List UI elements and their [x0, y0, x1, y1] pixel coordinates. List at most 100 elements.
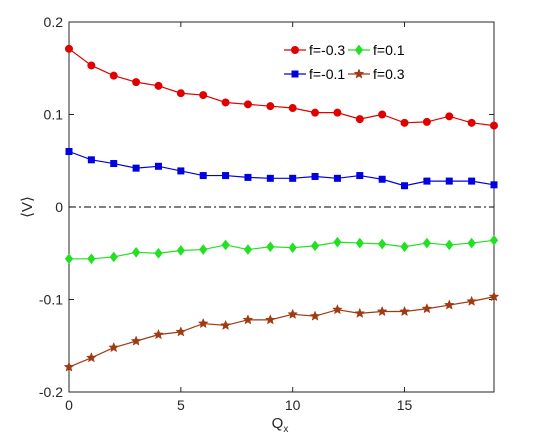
series-f-0p3	[65, 44, 498, 130]
data-point	[378, 238, 387, 250]
data-point	[443, 299, 455, 310]
data-point	[422, 237, 432, 249]
data-point	[222, 172, 230, 180]
data-point	[421, 303, 433, 314]
data-point	[197, 317, 209, 329]
data-point	[488, 291, 500, 302]
data-point	[445, 112, 454, 121]
data-point	[130, 335, 142, 346]
data-point	[399, 305, 410, 317]
data-point	[199, 91, 208, 100]
data-point	[220, 319, 231, 330]
data-point	[489, 234, 499, 246]
data-point	[176, 89, 185, 98]
data-point	[355, 237, 364, 249]
data-point	[264, 314, 276, 325]
x-tick-label: 15	[397, 397, 413, 413]
data-point	[87, 156, 95, 164]
data-point	[354, 307, 366, 318]
y-axis-label: ⟨V⟩	[19, 196, 36, 218]
x-tick-label: 10	[285, 397, 301, 413]
series-line	[68, 48, 495, 127]
data-point	[85, 352, 97, 363]
legend-marker	[354, 44, 364, 56]
data-point	[289, 174, 297, 182]
data-point	[221, 98, 230, 107]
data-point	[65, 148, 73, 155]
series-line	[68, 150, 495, 187]
data-point	[445, 239, 454, 251]
data-point	[311, 172, 319, 180]
data-point	[153, 328, 164, 340]
series-f0p3	[63, 291, 500, 372]
legend-label: f=0.1	[373, 42, 405, 58]
axes: 0 5 10 15 -0.2 -0.1 0 0.1 0.2	[39, 14, 495, 413]
data-point	[64, 253, 74, 265]
x-axis-label-main: Q	[272, 415, 284, 432]
data-point	[266, 174, 274, 182]
data-point	[108, 341, 120, 353]
data-point	[87, 253, 96, 265]
data-point	[176, 245, 185, 256]
data-point	[490, 121, 498, 130]
data-point	[333, 236, 342, 248]
data-point	[154, 247, 163, 259]
data-point	[244, 173, 252, 181]
data-point	[423, 177, 431, 185]
data-point	[332, 304, 343, 315]
data-point	[288, 104, 297, 113]
data-point	[287, 308, 299, 319]
data-point	[445, 177, 453, 185]
data-point	[132, 78, 141, 87]
data-point	[110, 160, 118, 168]
data-point	[378, 175, 386, 183]
data-point	[333, 108, 342, 117]
legend-item: f=-0.3	[284, 42, 345, 58]
data-point	[490, 181, 498, 189]
legend-item: f=0.3	[348, 66, 405, 82]
data-point	[243, 100, 252, 109]
legend-label: f=-0.1	[309, 66, 345, 82]
data-point	[333, 174, 341, 182]
data-point	[466, 295, 478, 306]
data-point	[221, 239, 230, 251]
series-f0p1	[64, 234, 499, 265]
legend-label: f=-0.3	[309, 42, 345, 58]
x-axis-label-sub: x	[283, 424, 288, 435]
data-point	[199, 172, 207, 180]
data-point	[131, 247, 141, 258]
data-point	[266, 241, 275, 253]
data-point	[175, 326, 187, 337]
data-point	[378, 110, 387, 119]
data-point	[376, 305, 388, 317]
data-point	[199, 244, 208, 255]
data-point	[356, 172, 364, 180]
data-point	[63, 361, 75, 372]
data-point	[65, 44, 73, 53]
data-point	[400, 241, 409, 253]
y-tick-label: 0.2	[44, 14, 64, 30]
data-point	[242, 314, 254, 325]
series-f-0p1	[65, 148, 498, 190]
y-tick-label: 0	[55, 199, 63, 215]
data-point	[422, 117, 431, 126]
data-point	[154, 81, 163, 90]
legend-marker	[353, 68, 365, 79]
y-tick-label: -0.1	[39, 292, 63, 308]
legend-item: f=0.1	[348, 42, 405, 58]
data-point	[401, 182, 409, 190]
y-tick-label: -0.2	[39, 384, 63, 400]
x-tick-label: 0	[65, 397, 73, 413]
legend-item: f=-0.1	[284, 66, 345, 82]
legend-label: f=0.3	[373, 66, 405, 82]
legend-marker	[291, 46, 299, 54]
y-tick-label: 0.1	[44, 107, 64, 123]
data-point	[109, 251, 118, 263]
data-point	[468, 177, 476, 185]
data-point	[288, 242, 297, 254]
data-point	[132, 164, 140, 172]
data-point	[355, 115, 364, 124]
legend-marker	[291, 70, 299, 78]
